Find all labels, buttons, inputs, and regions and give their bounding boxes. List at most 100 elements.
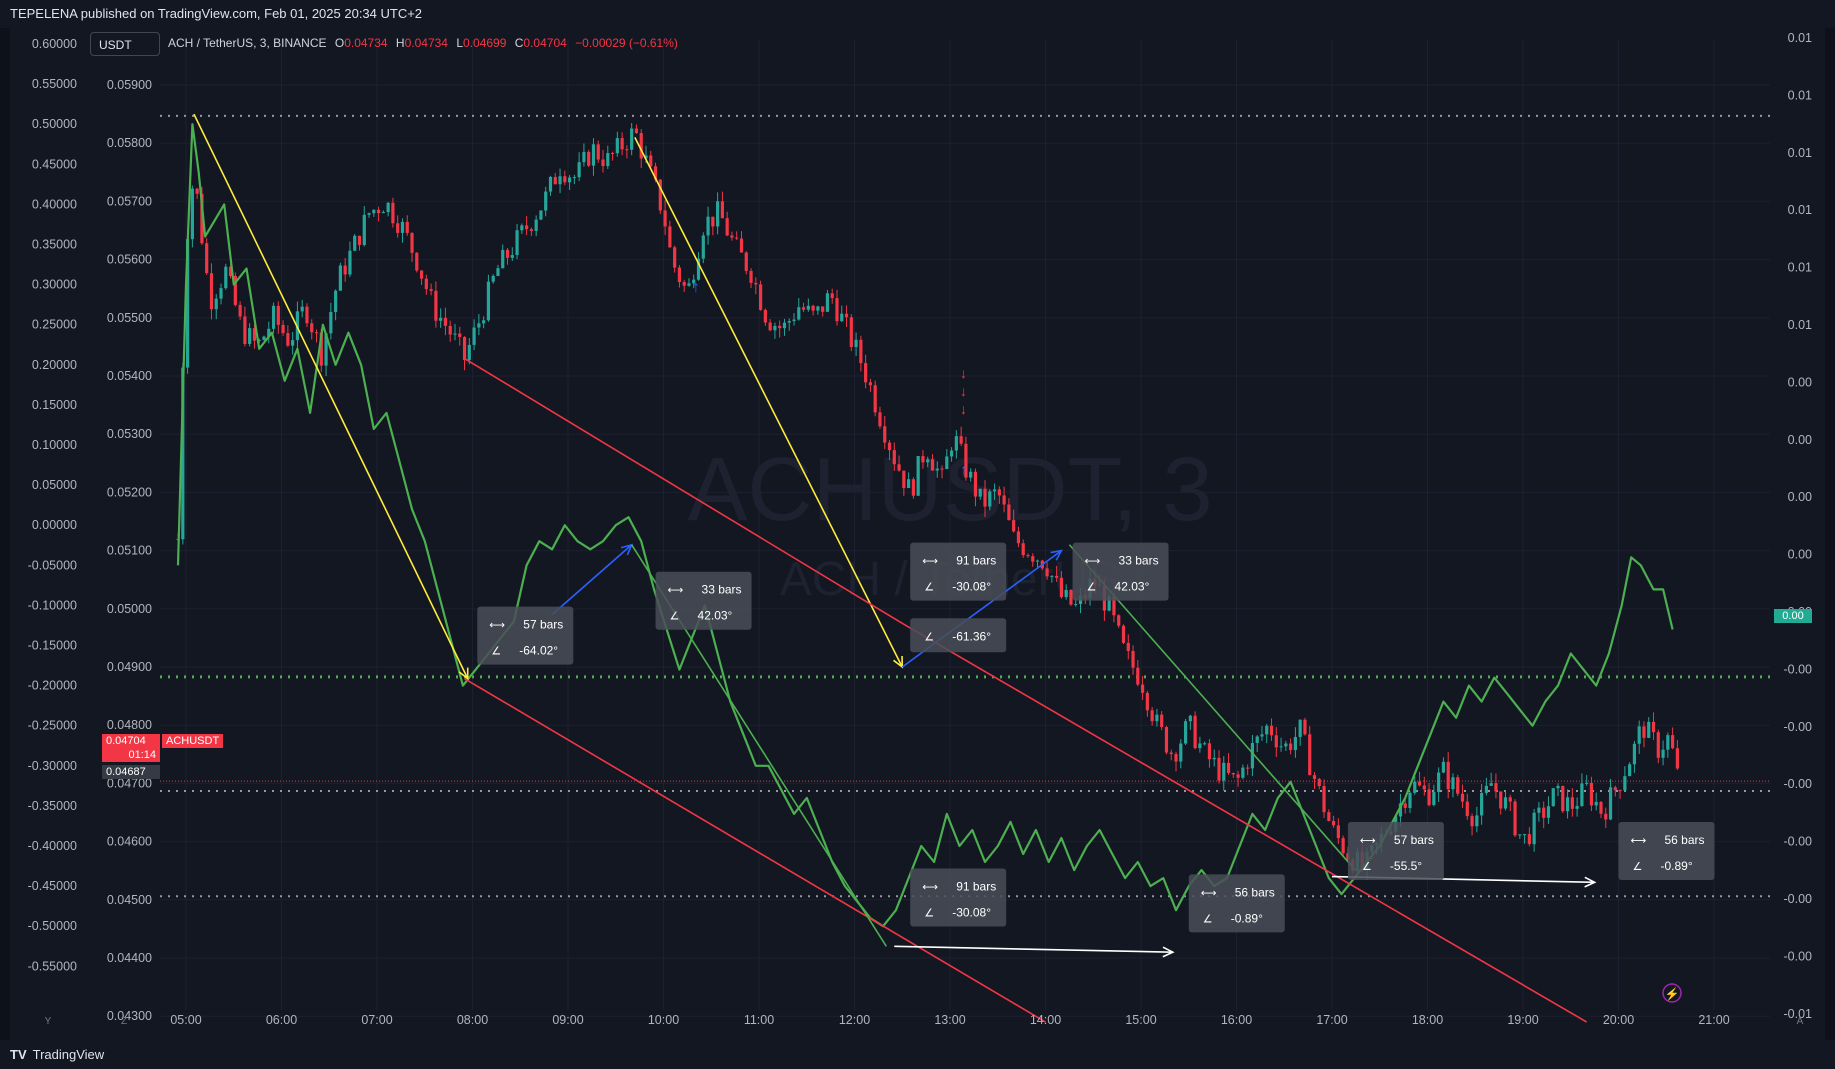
candle-body bbox=[1327, 812, 1331, 821]
time-tick-label: 16:00 bbox=[1221, 1013, 1252, 1027]
candle-body bbox=[1441, 761, 1446, 773]
osc-tick-label: 0.60000 bbox=[32, 37, 77, 51]
measure-bars: 57 bars bbox=[1394, 833, 1434, 847]
time-tick-label: 14:00 bbox=[1030, 1013, 1061, 1027]
corner-label-y[interactable]: Y bbox=[45, 1016, 52, 1027]
candle-body bbox=[515, 230, 519, 255]
corner-label-a[interactable]: A bbox=[1797, 1016, 1804, 1027]
candle-body bbox=[854, 339, 858, 348]
symbol-search-button[interactable]: USDT bbox=[90, 32, 160, 56]
horizontal-lines bbox=[160, 114, 1770, 898]
candle-body bbox=[400, 221, 405, 233]
candle-body bbox=[1651, 721, 1656, 733]
right-tick-label: -0.00 bbox=[1784, 949, 1813, 963]
right-tick-label: 0.00 bbox=[1788, 490, 1812, 504]
right-tick-label: 0.00 bbox=[1788, 433, 1812, 447]
measure-angle: -30.08° bbox=[952, 906, 991, 920]
right-tick-label: -0.00 bbox=[1784, 777, 1813, 791]
candle-body bbox=[1565, 797, 1570, 812]
candle-body bbox=[849, 317, 853, 348]
candle-body bbox=[596, 144, 600, 160]
right-tick-label: 0.01 bbox=[1788, 203, 1812, 217]
candle-body bbox=[486, 281, 491, 321]
osc-tick-label: -0.25000 bbox=[28, 719, 77, 733]
measure-angle: 42.03° bbox=[1115, 580, 1150, 594]
candle-body bbox=[248, 328, 252, 344]
osc-tick-label: -0.45000 bbox=[28, 879, 77, 893]
last-price-tag: 0.04704 bbox=[102, 734, 160, 748]
price-tick-label: 0.05300 bbox=[107, 427, 152, 441]
candle-body bbox=[763, 309, 767, 323]
candle-body bbox=[1269, 725, 1274, 736]
lightning-icon[interactable] bbox=[1662, 983, 1682, 1003]
candle-body bbox=[372, 209, 376, 214]
candle-body bbox=[668, 226, 672, 248]
oscillator-value-tag: 0.00 bbox=[1774, 609, 1812, 623]
candle-body bbox=[1594, 801, 1598, 806]
candle-body bbox=[1585, 782, 1589, 784]
candle-body bbox=[1265, 725, 1269, 735]
candle-body bbox=[1059, 577, 1064, 598]
price-tick-label: 0.05400 bbox=[107, 369, 152, 383]
candle-body bbox=[1198, 743, 1202, 749]
measure-box bbox=[655, 571, 752, 630]
candle-body bbox=[1580, 783, 1584, 806]
measurement-labels[interactable]: 57 bars ⟷ -64.02° ∠ 33 bars ⟷ 42.03° ∠ 91 bars ⟷ -… bbox=[477, 542, 1715, 933]
candle-body bbox=[892, 450, 896, 465]
price-tick-label: 0.04500 bbox=[107, 893, 152, 907]
candle-body bbox=[1255, 736, 1259, 744]
candle-body bbox=[1336, 825, 1340, 839]
candle-body bbox=[1460, 793, 1465, 802]
candle-body bbox=[1312, 775, 1317, 779]
right-tick-label: 0.01 bbox=[1788, 31, 1812, 45]
candle-body bbox=[219, 288, 223, 299]
candle-body bbox=[969, 471, 973, 478]
candle-body bbox=[949, 450, 954, 457]
corner-label-z[interactable]: Z bbox=[121, 1016, 127, 1027]
candle-body bbox=[462, 336, 467, 361]
candle-body bbox=[878, 412, 882, 427]
candle-body bbox=[319, 332, 323, 366]
candle-body bbox=[257, 339, 261, 341]
candle-body bbox=[1293, 737, 1297, 751]
candle-body bbox=[725, 218, 729, 236]
measure-bars: 91 bars bbox=[956, 554, 996, 568]
price-tick-label: 0.04900 bbox=[107, 660, 152, 674]
candle-body bbox=[1150, 710, 1154, 722]
countdown-tag: 01:14 bbox=[102, 748, 160, 762]
candle-body bbox=[1207, 743, 1212, 760]
trend-arrowhead bbox=[458, 667, 469, 681]
candle-body bbox=[864, 363, 868, 383]
candle-body bbox=[1140, 684, 1145, 693]
candle-body bbox=[1451, 777, 1455, 790]
candle-body bbox=[419, 270, 424, 279]
candle-body bbox=[897, 464, 901, 471]
candle-body bbox=[1012, 520, 1016, 532]
measure-angle: -61.36° bbox=[952, 629, 991, 643]
candle-body bbox=[706, 216, 710, 236]
measure-angle: 42.03° bbox=[698, 609, 733, 623]
candle-body bbox=[1231, 772, 1235, 775]
osc-tick-label: 0.45000 bbox=[32, 157, 77, 171]
angle-icon: ∠ bbox=[1362, 860, 1372, 873]
candle-body bbox=[453, 333, 457, 335]
price-tick-label: 0.05100 bbox=[107, 544, 152, 558]
osc-tick-label: 0.00000 bbox=[32, 518, 77, 532]
angle-icon: ∠ bbox=[924, 630, 934, 643]
candle-body bbox=[1069, 589, 1073, 605]
measure-bars: 57 bars bbox=[523, 618, 563, 632]
candle-body bbox=[1050, 575, 1054, 577]
osc-tick-label: -0.10000 bbox=[28, 598, 77, 612]
candle-body bbox=[391, 202, 395, 224]
legend-change: −0.00029 (−0.61%) bbox=[575, 36, 678, 50]
candles bbox=[176, 122, 1679, 880]
time-tick-label: 10:00 bbox=[648, 1013, 679, 1027]
candle-body bbox=[1494, 783, 1498, 792]
candle-body bbox=[1188, 715, 1192, 722]
candle-body bbox=[1155, 714, 1159, 722]
measure-bars: 33 bars bbox=[702, 583, 742, 597]
candle-body bbox=[907, 479, 911, 489]
candle-body bbox=[1279, 746, 1283, 748]
candle-body bbox=[1145, 692, 1149, 711]
price-chart[interactable]: ACHUSDT, 3 ACH / TetherUS ↑ ↑ ↓ ↓ ↓ 57 b… bbox=[0, 28, 1835, 1040]
